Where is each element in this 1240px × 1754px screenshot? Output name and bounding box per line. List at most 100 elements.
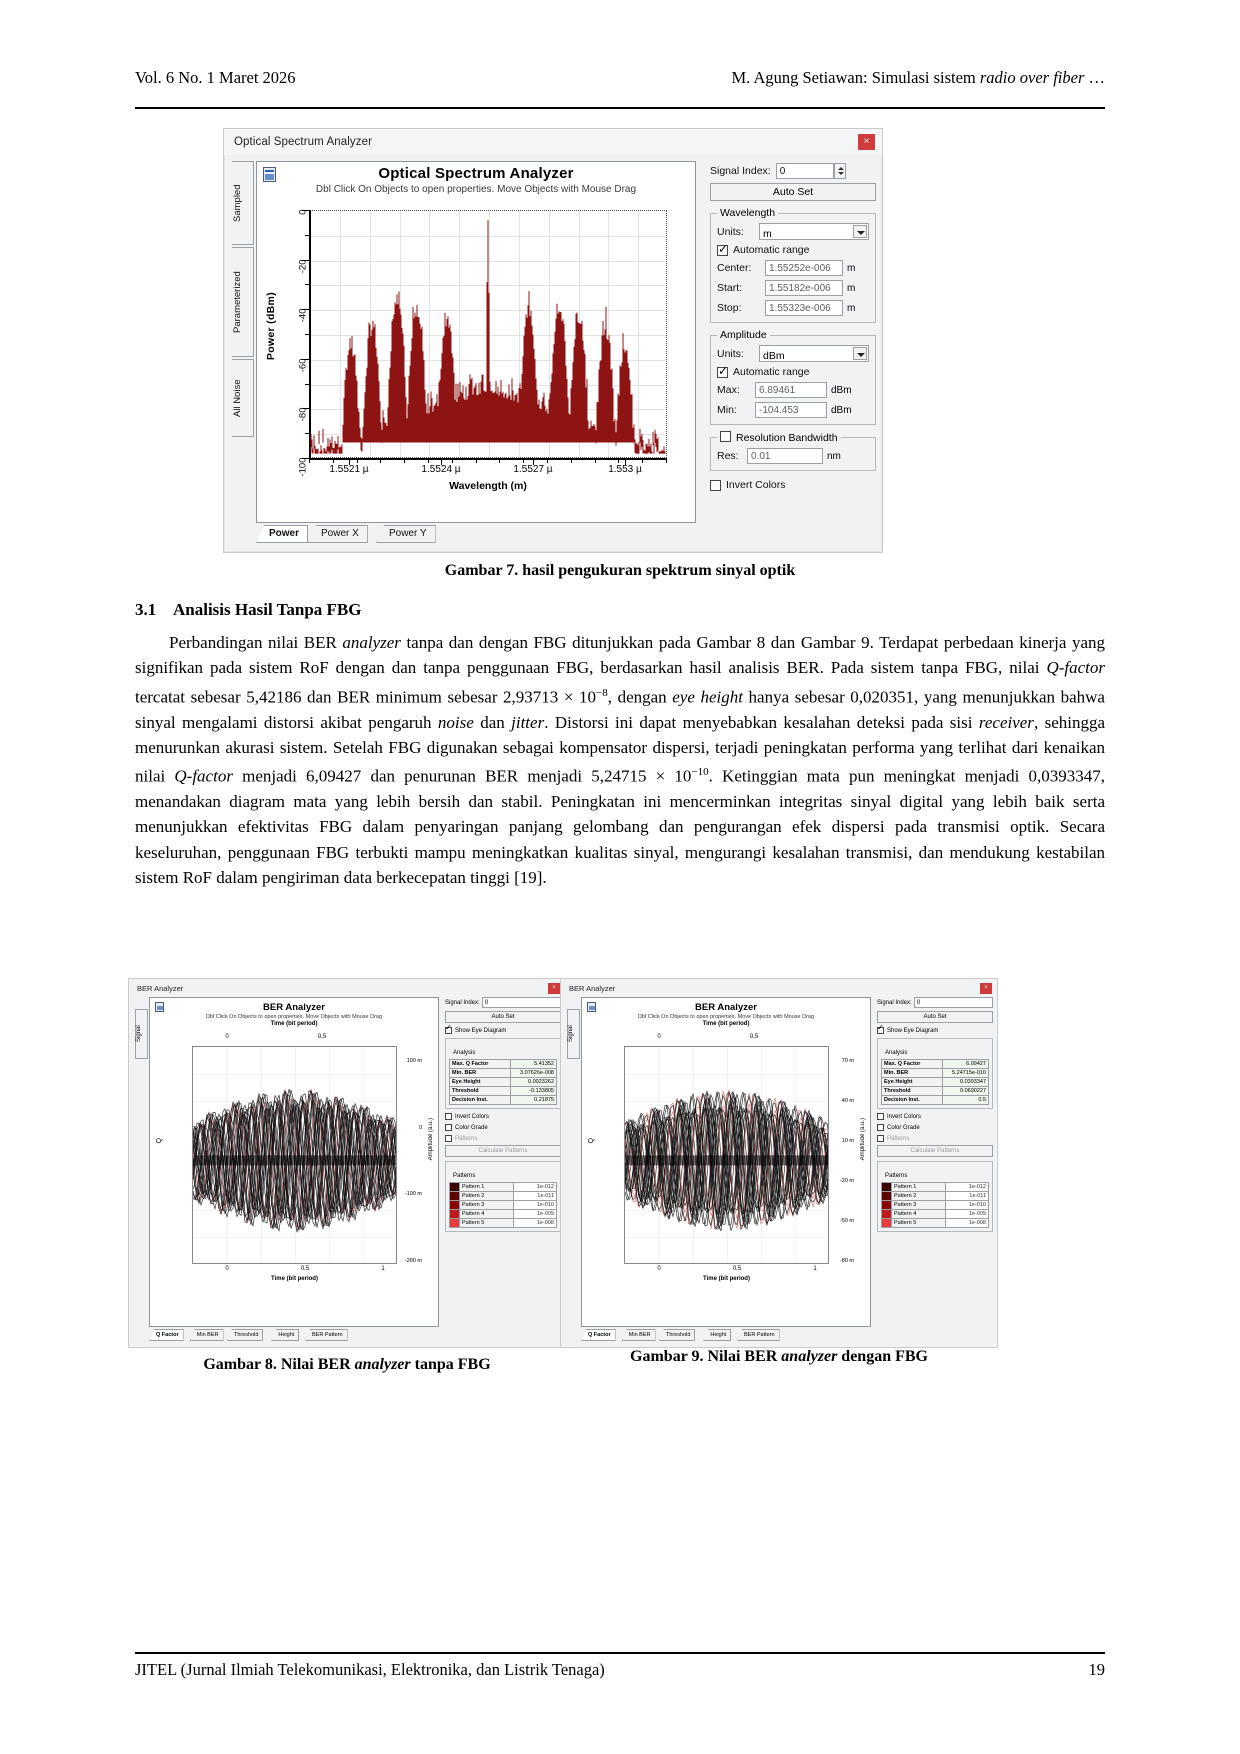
signal-index-row: Signal Index: 0 [710,163,876,179]
pattern-row[interactable]: Pattern 2 1e-011 [881,1191,990,1201]
invert-colors-checkbox[interactable] [445,1113,452,1120]
amplitude-auto-range-checkbox[interactable] [717,364,728,378]
pattern-row[interactable]: Pattern 4 1e-009 [881,1209,990,1219]
pattern-row[interactable]: Pattern 5 1e-008 [449,1218,558,1228]
osa-x-tick-label: 1.553 µ [608,464,642,475]
document-icon [263,167,276,182]
ber-tab-ber-pattern[interactable]: BER Pattern [737,1329,780,1341]
amplitude-units-select[interactable]: dBm [759,345,869,362]
ber-y-tick-label: 10 m [841,1138,854,1144]
ber-tab-min-ber[interactable]: Min BER [621,1329,656,1341]
signal-index-input[interactable]: 0 [775,163,834,179]
amplitude-min-input[interactable]: -104.453 [755,402,827,418]
ber-left-y-tick-labels: 100 m 0 -100 m -200 m [400,1046,422,1264]
ber-right-eye-diagram [624,1046,829,1264]
ber-left-y-axis-label: Q [156,1138,163,1144]
osa-tab-power-x[interactable]: Power X [308,525,368,543]
close-icon[interactable]: × [548,983,560,994]
osa-x-minor-tick [428,460,429,463]
patterns-checkbox[interactable] [877,1135,884,1142]
pattern-value: 1e-009 [944,1209,990,1219]
ber-tab-min-ber[interactable]: Min BER [189,1329,224,1341]
ber-tab-threshold[interactable]: Threshold [227,1329,264,1341]
osa-y-tick [302,210,309,211]
osa-y-minor-tick [305,383,309,385]
pattern-row[interactable]: Pattern 2 1e-011 [449,1191,558,1201]
ber-left-vtab-signal[interactable]: Signal [135,1009,148,1059]
show-eye-diagram-checkbox[interactable] [877,1023,884,1034]
resolution-bandwidth-checkbox[interactable] [720,431,731,442]
figure-8-caption: Gambar 8. Nilai BER analyzer tanpa FBG [203,1356,491,1373]
resolution-input[interactable]: 0.01 [747,448,823,464]
osa-titlebar: Optical Spectrum Analyzer [224,129,882,155]
pattern-row[interactable]: Pattern 1 1e-012 [881,1182,990,1192]
ber-right-vtab-signal[interactable]: Signal [567,1009,580,1059]
osa-control-panel: Signal Index: 0 Auto Set Wavelength Unit… [710,163,876,495]
show-eye-diagram-checkbox[interactable] [445,1023,452,1034]
analysis-value: 0.0690227 [941,1086,990,1096]
auto-set-button[interactable]: Auto Set [877,1011,993,1023]
ber-y-tick-label: -50 m [839,1218,854,1224]
signal-index-input[interactable]: 0 [913,997,993,1008]
ber-tab-threshold[interactable]: Threshold [659,1329,696,1341]
wavelength-stop-input[interactable]: 1.55323e-006 [765,300,843,316]
osa-vtab-parameterized[interactable]: Parameterized [232,247,254,357]
patterns-checkbox[interactable] [445,1135,452,1142]
calculate-patterns-button[interactable]: Calculate Patterns [445,1145,561,1157]
pattern-row[interactable]: Pattern 5 1e-008 [881,1218,990,1228]
pattern-row[interactable]: Pattern 4 1e-009 [449,1209,558,1219]
osa-y-tick [302,309,309,311]
close-icon[interactable]: × [980,983,992,994]
ber-y-tick-label: 40 m [841,1098,854,1104]
invert-colors-checkbox[interactable] [877,1113,884,1120]
signal-index-stepper[interactable] [833,163,846,179]
osa-tab-power-y[interactable]: Power Y [376,525,436,543]
wavelength-start-input[interactable]: 1.55182e-006 [765,280,843,296]
ber-right-x-axis-title: Time (bit period) [703,1276,750,1282]
color-grade-checkbox[interactable] [445,1124,452,1131]
ber-tab-ber-pattern[interactable]: BER Pattern [305,1329,348,1341]
resolution-bandwidth-group: Resolution Bandwidth Res: 0.01 nm [710,431,876,471]
close-icon[interactable]: × [858,134,875,150]
amplitude-max-input[interactable]: 6.89461 [755,382,827,398]
osa-y-minor-tick [305,234,309,236]
osa-vtab-all-noise[interactable]: All Noise [232,359,254,437]
wavelength-auto-range-checkbox[interactable] [717,242,728,256]
ber-tab-q-factor[interactable]: Q Factor [581,1329,616,1341]
show-eye-diagram-label: Show Eye Diagram [455,1027,507,1034]
color-grade-label: Color Grade [887,1124,920,1131]
osa-x-minor-tick [332,460,334,463]
invert-colors-checkbox[interactable] [710,479,721,491]
ber-tab-q-factor[interactable]: Q Factor [149,1329,184,1341]
invert-colors-label: Invert Colors [455,1113,490,1120]
ber-tab-height[interactable]: Height [703,1329,732,1341]
wavelength-units-label: Units: [717,225,744,238]
analysis-key: Eye Height [881,1077,943,1087]
osa-x-axis-title: Wavelength (m) [449,480,527,492]
osa-tab-power[interactable]: Power [256,525,309,543]
calculate-patterns-button[interactable]: Calculate Patterns [877,1145,993,1157]
ber-x-tick-label-top: 0.5 [317,1034,327,1040]
analysis-value: 6.09427 [941,1059,990,1069]
analysis-key: Min. BER [881,1068,943,1078]
pattern-row[interactable]: Pattern 1 1e-012 [449,1182,558,1192]
figure-9-caption: Gambar 9. Nilai BER analyzer dengan FBG [630,1348,928,1365]
wavelength-units-select[interactable]: m [759,223,869,240]
color-grade-checkbox[interactable] [877,1124,884,1131]
signal-index-input[interactable]: 0 [481,997,561,1008]
ber-right-top-ticks: 0 0.5 [624,1034,829,1044]
osa-vtab-sampled[interactable]: Sampled [232,161,254,245]
ber-tab-height[interactable]: Height [271,1329,300,1341]
ber-right-analysis-group: Analysis Max. Q Factor 6.09427 Min. BER 5.2… [877,1038,993,1109]
osa-x-minor-tick [451,460,453,463]
pattern-row[interactable]: Pattern 3 1e-010 [881,1200,990,1210]
auto-set-button[interactable]: Auto Set [445,1011,561,1023]
pattern-row[interactable]: Pattern 3 1e-010 [449,1200,558,1210]
wavelength-center-input[interactable]: 1.55252e-006 [765,260,843,276]
osa-window: Optical Spectrum Analyzer × Sampled Para… [223,128,883,553]
ber-x-tick-label-top: 0 [225,1034,229,1040]
osa-chart-title: Optical Spectrum Analyzer [378,165,574,182]
auto-set-button[interactable]: Auto Set [710,183,876,201]
pattern-name: Pattern 3 [891,1200,946,1210]
